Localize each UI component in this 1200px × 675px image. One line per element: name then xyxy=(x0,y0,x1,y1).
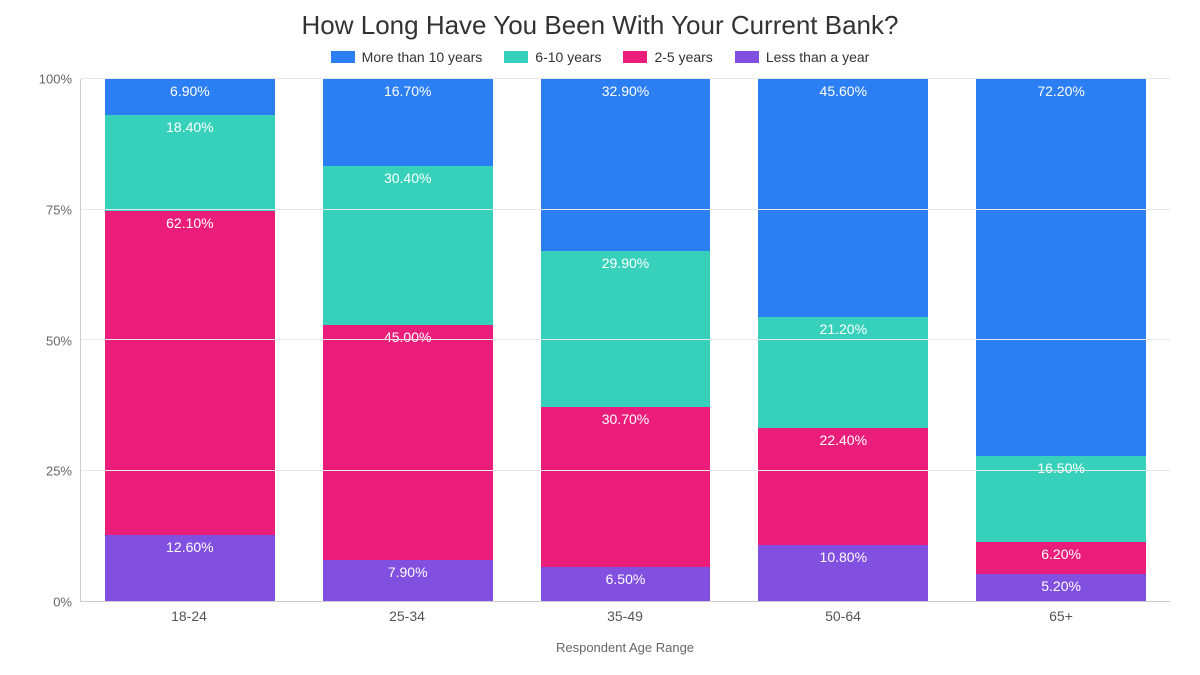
y-tick: 50% xyxy=(46,333,72,348)
y-axis: 0%25%50%75%100% xyxy=(30,79,80,602)
gridline xyxy=(81,339,1170,340)
bar-value-label: 22.40% xyxy=(820,432,867,448)
bar-value-label: 30.40% xyxy=(384,170,431,186)
bar-segment: 16.70% xyxy=(323,79,493,166)
bar-value-label: 16.70% xyxy=(384,83,431,99)
bar-value-label: 6.90% xyxy=(170,83,210,99)
bar-segment: 29.90% xyxy=(541,251,711,407)
legend-item: 6-10 years xyxy=(504,49,601,65)
bar-value-label: 30.70% xyxy=(602,411,649,427)
bar-column: 10.80% 22.40% 21.20% 45.60% xyxy=(734,79,952,601)
legend-swatch xyxy=(331,51,355,63)
y-tick: 25% xyxy=(46,464,72,479)
bar-segment: 10.80% xyxy=(758,545,928,601)
bar-value-label: 32.90% xyxy=(602,83,649,99)
x-tick: 18-24 xyxy=(80,608,298,624)
legend-item: Less than a year xyxy=(735,49,870,65)
bar-column: 5.20% 6.20% 16.50% 72.20% xyxy=(952,79,1170,601)
x-tick: 25-34 xyxy=(298,608,516,624)
bar-value-label: 6.50% xyxy=(606,571,646,587)
legend-swatch xyxy=(623,51,647,63)
bar-value-label: 29.90% xyxy=(602,255,649,271)
gridline xyxy=(81,78,1170,79)
bar-segment: 6.50% xyxy=(541,567,711,601)
bar-segment: 6.90% xyxy=(105,79,275,115)
legend-item: 2-5 years xyxy=(623,49,712,65)
bar-stack: 12.60% 62.10% 18.40% 6.90% xyxy=(105,79,275,601)
gridline xyxy=(81,209,1170,210)
gridline xyxy=(81,470,1170,471)
legend-swatch xyxy=(735,51,759,63)
bar-segment: 16.50% xyxy=(976,456,1146,542)
bar-value-label: 21.20% xyxy=(820,321,867,337)
bar-stack: 6.50% 30.70% 29.90% 32.90% xyxy=(541,79,711,601)
bar-segment: 72.20% xyxy=(976,79,1146,456)
bar-stack: 5.20% 6.20% 16.50% 72.20% xyxy=(976,79,1146,601)
x-axis: 18-2425-3435-4950-6465+ xyxy=(80,608,1170,624)
bar-segment: 32.90% xyxy=(541,79,711,251)
bar-value-label: 12.60% xyxy=(166,539,213,555)
bar-stack: 10.80% 22.40% 21.20% 45.60% xyxy=(758,79,928,601)
legend-item: More than 10 years xyxy=(331,49,483,65)
bar-segment: 5.20% xyxy=(976,574,1146,601)
x-axis-label: Respondent Age Range xyxy=(80,640,1170,655)
bar-value-label: 45.60% xyxy=(820,83,867,99)
x-tick: 50-64 xyxy=(734,608,952,624)
bar-value-label: 72.20% xyxy=(1037,83,1084,99)
bar-value-label: 16.50% xyxy=(1037,460,1084,476)
y-tick: 100% xyxy=(39,72,72,87)
bar-column: 6.50% 30.70% 29.90% 32.90% xyxy=(517,79,735,601)
bar-value-label: 10.80% xyxy=(820,549,867,565)
bar-segment: 45.00% xyxy=(323,325,493,560)
x-tick: 65+ xyxy=(952,608,1170,624)
plot-area: 0%25%50%75%100% 12.60%62.10%18.40%6.90%7… xyxy=(30,79,1170,602)
bar-value-label: 18.40% xyxy=(166,119,213,135)
bar-value-label: 5.20% xyxy=(1041,578,1081,594)
bar-segment: 45.60% xyxy=(758,79,928,317)
legend-label: 6-10 years xyxy=(535,49,601,65)
legend-label: More than 10 years xyxy=(362,49,483,65)
bar-value-label: 62.10% xyxy=(166,215,213,231)
bar-column: 7.90% 45.00% 30.40% 16.70% xyxy=(299,79,517,601)
bar-column: 12.60% 62.10% 18.40% 6.90% xyxy=(81,79,299,601)
legend: More than 10 years 6-10 years 2-5 years Les… xyxy=(30,49,1170,65)
bar-segment: 30.70% xyxy=(541,407,711,567)
bar-value-label: 45.00% xyxy=(384,329,431,345)
bar-value-label: 6.20% xyxy=(1041,546,1081,562)
x-tick: 35-49 xyxy=(516,608,734,624)
legend-label: 2-5 years xyxy=(654,49,712,65)
legend-label: Less than a year xyxy=(766,49,870,65)
bar-stack: 7.90% 45.00% 30.40% 16.70% xyxy=(323,79,493,601)
bar-segment: 6.20% xyxy=(976,542,1146,574)
bar-segment: 62.10% xyxy=(105,211,275,535)
bar-segment: 18.40% xyxy=(105,115,275,211)
y-tick: 75% xyxy=(46,202,72,217)
y-tick: 0% xyxy=(53,595,72,610)
bar-segment: 12.60% xyxy=(105,535,275,601)
chart-title: How Long Have You Been With Your Current… xyxy=(30,10,1170,41)
bar-value-label: 7.90% xyxy=(388,564,428,580)
bar-segment: 7.90% xyxy=(323,560,493,601)
plot: 12.60% 62.10% 18.40% 6.90% 7.90% 45.00% 30.40%… xyxy=(80,79,1170,602)
bar-segment: 21.20% xyxy=(758,317,928,428)
bar-segment: 22.40% xyxy=(758,428,928,545)
bar-segment: 30.40% xyxy=(323,166,493,325)
legend-swatch xyxy=(504,51,528,63)
